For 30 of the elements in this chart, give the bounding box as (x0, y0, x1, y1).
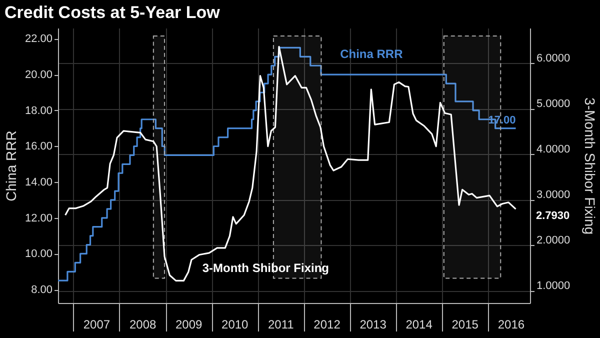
y-tick-label: 20.00 (24, 69, 52, 82)
y2-tick-label: 5.0000 (536, 98, 570, 110)
y-tick-label: 16.00 (24, 140, 52, 153)
y-tick-label: 12.00 (24, 212, 52, 224)
data-label: 2.7930 (536, 210, 570, 222)
y2-tick-label: 6.0000 (536, 52, 570, 65)
x-tick-label: 2013 (360, 318, 387, 332)
chart-title: Credit Costs at 5-Year Low (4, 3, 221, 22)
y2-tick-label: 4.0000 (536, 144, 570, 156)
y-tick-label: 22.00 (24, 33, 52, 46)
y2-tick-label: 1.0000 (536, 280, 570, 292)
x-tick-label: 2009 (176, 318, 203, 332)
y2-axis-title: 3-Month Shibor Fixing (582, 98, 598, 234)
x-tick-label: 2008 (129, 318, 157, 332)
y-tick-label: 10.00 (24, 248, 52, 260)
series-label: 3-Month Shibor Fixing (202, 261, 330, 276)
x-tick-label: 2016 (498, 318, 525, 332)
y2-tick-label: 2.0000 (536, 234, 570, 247)
y-tick-label: 14.00 (24, 176, 52, 189)
y-tick-label: 8.00 (31, 284, 52, 296)
x-tick-label: 2015 (452, 318, 479, 332)
x-tick-label: 2012 (314, 318, 341, 332)
x-tick-label: 2007 (83, 318, 110, 332)
series-label: China RRR (340, 46, 404, 61)
x-tick-label: 2011 (268, 318, 294, 332)
y-axis-title: China RRR (2, 130, 19, 202)
x-tick-label: 2014 (406, 318, 433, 332)
x-tick-label: 2010 (222, 318, 249, 332)
y2-tick-label: 3.0000 (536, 189, 570, 202)
y-tick-label: 18.00 (24, 104, 52, 117)
